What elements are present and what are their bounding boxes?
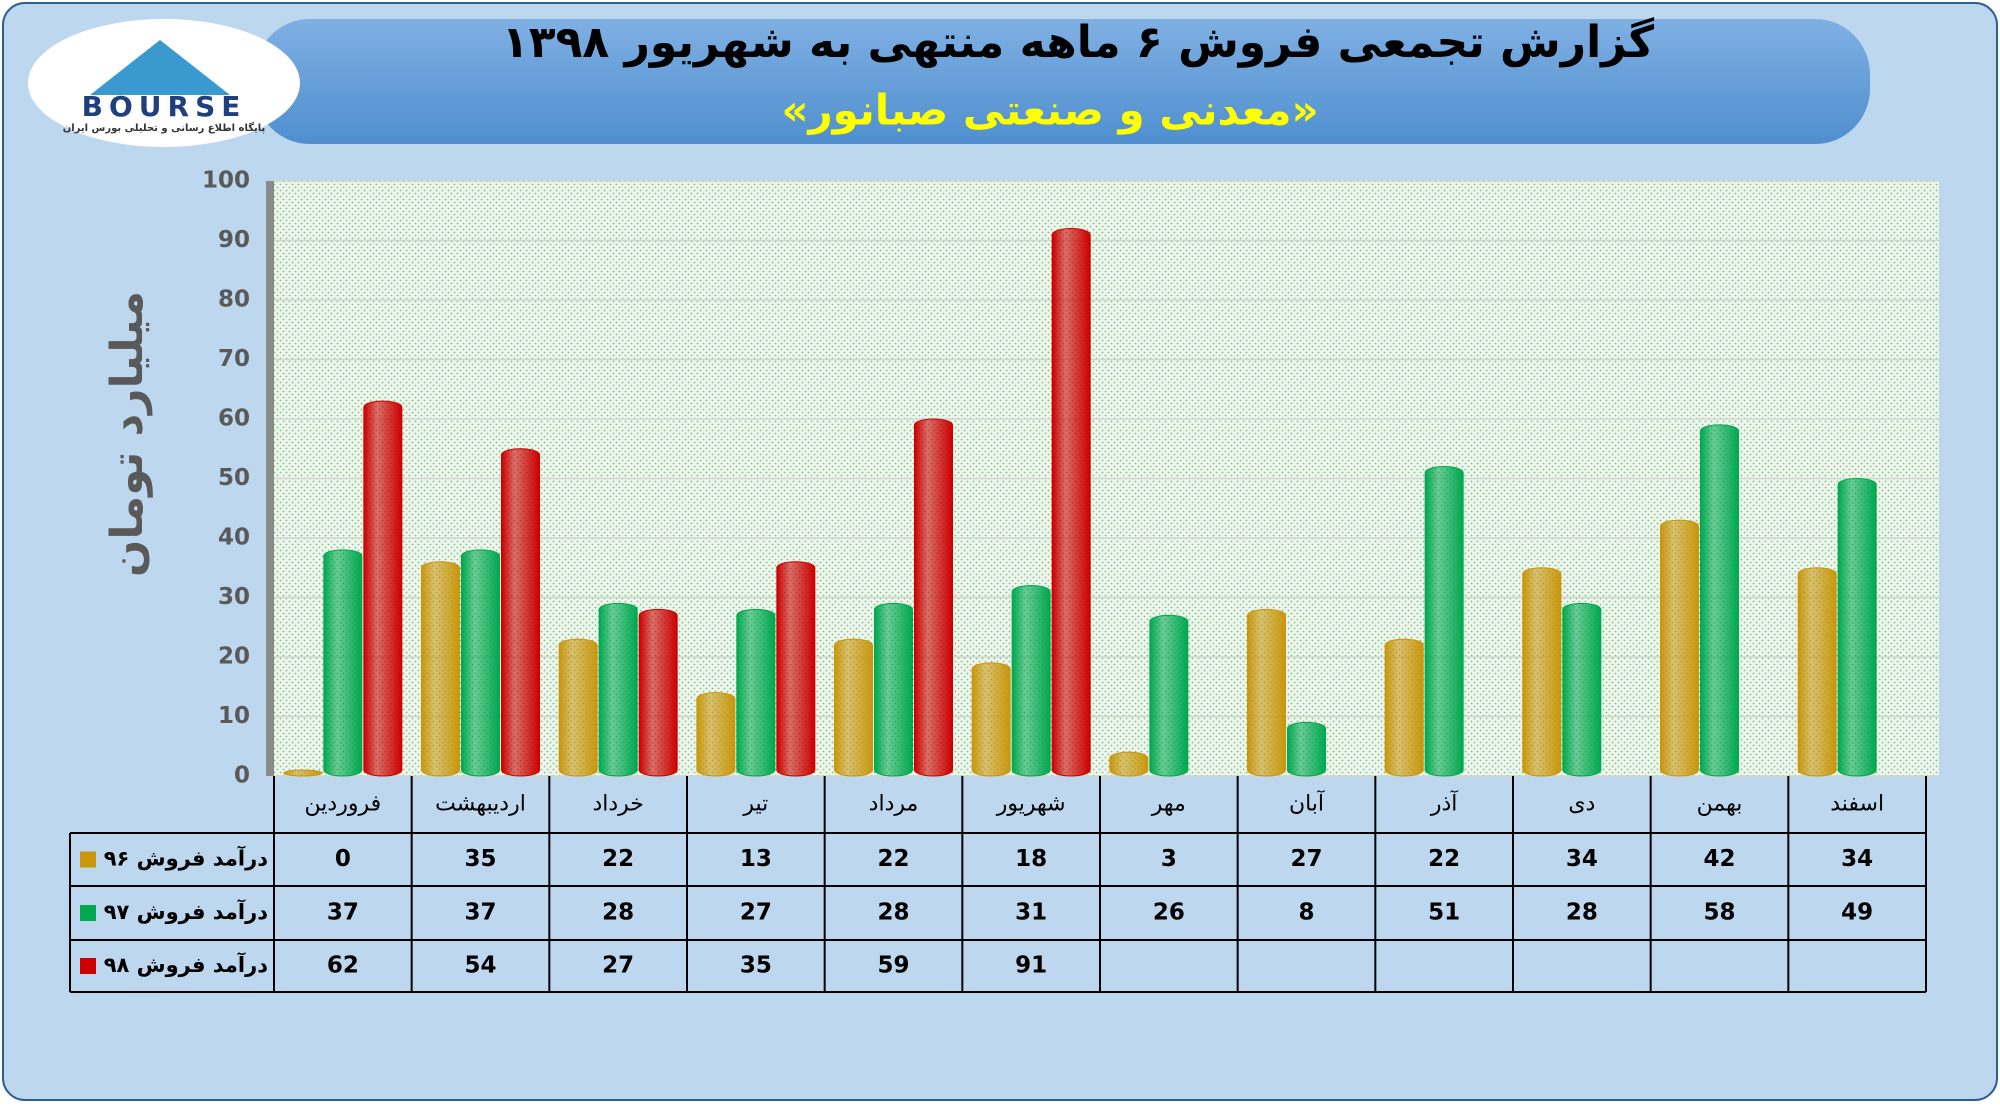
- legend-label: درآمد فروش ۹۶: [104, 846, 269, 871]
- chart-subtitle: «معدنی و صنعتی صبانور»: [781, 86, 1318, 136]
- table-value: 22: [877, 846, 909, 872]
- bar: [1660, 519, 1699, 777]
- table-value: 54: [464, 953, 496, 979]
- table-value: 27: [740, 900, 772, 926]
- legend-swatch: [80, 905, 96, 921]
- table-value: 22: [602, 846, 634, 872]
- y-tick-label: 100: [202, 168, 250, 194]
- bar: [363, 400, 403, 777]
- bar: [874, 602, 913, 777]
- table-value: 59: [877, 953, 909, 979]
- y-tick-label: 10: [218, 703, 250, 729]
- y-tick-label: 0: [234, 763, 250, 789]
- table-value: 62: [327, 953, 359, 979]
- chart-title: گزارش تجمعی فروش ۶ ماهه منتهی به شهریور …: [502, 16, 1655, 68]
- bar: [558, 638, 598, 777]
- bar: [421, 561, 460, 777]
- bar: [1700, 424, 1739, 777]
- x-tick-label: اسفند: [1830, 792, 1884, 817]
- bar: [696, 692, 736, 777]
- bar: [598, 602, 638, 777]
- bar: [1149, 614, 1189, 777]
- table-value: 91: [1015, 953, 1047, 979]
- bar: [1797, 567, 1837, 777]
- x-tick-label: مرداد: [869, 792, 919, 817]
- x-tick-label: اردیبهشت: [435, 792, 526, 817]
- x-tick-label: بهمن: [1697, 792, 1743, 817]
- logo-text: BOURSE: [82, 90, 247, 123]
- x-tick-label: آذر: [1430, 790, 1458, 817]
- table-value: 18: [1015, 846, 1047, 872]
- table-value: 31: [1015, 900, 1047, 926]
- table-value: 34: [1841, 846, 1873, 872]
- legend-label: درآمد فروش ۹۷: [104, 899, 269, 924]
- y-tick-label: 70: [218, 346, 250, 372]
- y-axis-wall: [266, 181, 274, 776]
- bar: [1384, 638, 1424, 777]
- bar: [971, 662, 1011, 777]
- x-tick-label: خرداد: [592, 792, 643, 817]
- x-tick-label: تیر: [742, 792, 768, 817]
- bar: [1837, 477, 1877, 777]
- legend-swatch: [80, 851, 96, 868]
- table-value: 22: [1428, 846, 1460, 872]
- y-tick-label: 50: [218, 465, 250, 491]
- table-value: 35: [464, 846, 496, 872]
- table-value: 34: [1566, 846, 1598, 872]
- table-value: 35: [740, 953, 772, 979]
- y-axis-label: میلیارد تومان: [102, 291, 153, 577]
- bar: [1051, 228, 1091, 777]
- bar: [461, 549, 500, 777]
- bar: [1424, 466, 1464, 777]
- logo-subtitle: پایگاه اطلاع رسانی و تحلیلی بورس ایران: [63, 121, 266, 134]
- table-value: 27: [1290, 846, 1322, 872]
- table-value: 28: [877, 900, 909, 926]
- x-tick-label: آبان: [1289, 790, 1325, 817]
- y-tick-label: 80: [218, 287, 250, 313]
- bar: [1109, 751, 1149, 777]
- x-tick-label: فروردین: [305, 792, 382, 817]
- bar: [638, 608, 678, 777]
- table-value: 37: [327, 900, 359, 926]
- y-tick-label: 60: [218, 406, 250, 432]
- bar: [1287, 721, 1326, 777]
- y-tick-label: 20: [218, 644, 250, 670]
- x-tick-label: شهریور: [996, 792, 1066, 817]
- bar: [1522, 567, 1562, 777]
- y-tick-label: 30: [218, 584, 250, 610]
- table-value: 28: [1566, 900, 1598, 926]
- bar: [736, 608, 776, 777]
- table-value: 37: [464, 900, 496, 926]
- y-tick-label: 40: [218, 525, 250, 551]
- table-value: 28: [602, 900, 634, 926]
- bar: [1562, 602, 1602, 777]
- bar: [914, 418, 953, 777]
- x-tick-label: دی: [1568, 792, 1595, 817]
- table-value: 58: [1703, 900, 1735, 926]
- table-value: 13: [740, 846, 772, 872]
- table-value: 42: [1703, 846, 1735, 872]
- table-value: 51: [1428, 900, 1460, 926]
- table-value: 3: [1161, 846, 1177, 872]
- legend-label: درآمد فروش ۹۸: [104, 952, 269, 977]
- bar: [776, 561, 816, 777]
- bar: [1247, 608, 1286, 777]
- table-value: 27: [602, 953, 634, 979]
- bar: [501, 448, 540, 777]
- table-value: 49: [1841, 900, 1873, 926]
- logo-icon: [90, 40, 230, 95]
- legend-swatch: [80, 958, 96, 974]
- bar: [834, 638, 873, 777]
- x-tick-label: مهر: [1151, 792, 1186, 817]
- table-value: 0: [335, 846, 351, 872]
- bar: [323, 549, 363, 777]
- bar: [283, 769, 323, 777]
- table-value: 8: [1298, 900, 1314, 926]
- header-banner: [255, 19, 1870, 144]
- y-tick-label: 90: [218, 227, 250, 253]
- table-value: 26: [1153, 900, 1185, 926]
- bar: [1011, 585, 1051, 777]
